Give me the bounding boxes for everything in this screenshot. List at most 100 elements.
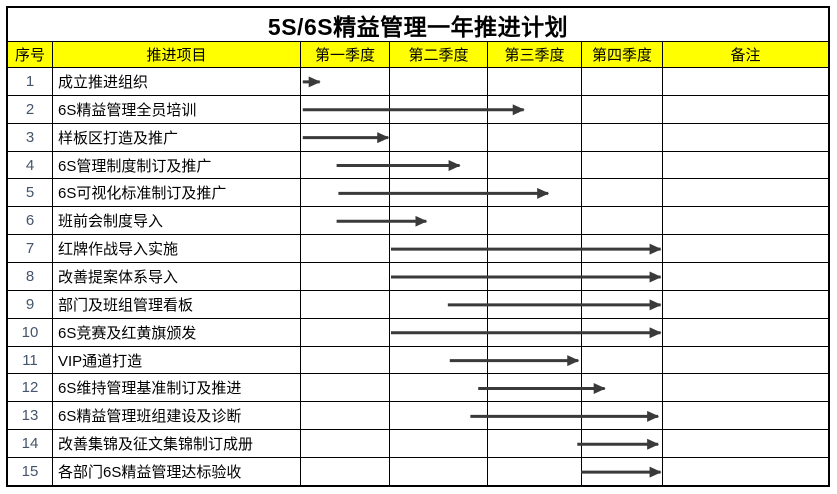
table-row: 11 VIP通道打造 bbox=[8, 346, 828, 375]
plan-table: 5S/6S精益管理一年推进计划 序号 推进项目 第一季度 第二季度 第三季度 第… bbox=[6, 6, 830, 487]
quarter-q4-cell bbox=[582, 374, 663, 402]
table-row: 15 各部门6S精益管理达标验收 bbox=[8, 458, 828, 485]
row-index-cell: 7 bbox=[8, 235, 53, 263]
quarter-q4-cell bbox=[582, 290, 663, 318]
project-cell: 红牌作战导入实施 bbox=[53, 235, 301, 263]
quarter-q1-cell bbox=[301, 68, 390, 95]
quarter-q2-cell bbox=[390, 430, 488, 458]
quarter-q2-cell bbox=[390, 235, 488, 263]
remark-cell bbox=[663, 96, 828, 123]
remark-cell bbox=[663, 347, 828, 374]
quarter-q1-cell bbox=[301, 430, 390, 458]
table-row: 14 改善集锦及征文集锦制订成册 bbox=[8, 430, 828, 459]
header-cell-project: 推进项目 bbox=[53, 42, 301, 67]
project-cell: 6S可视化标准制订及推广 bbox=[53, 179, 301, 207]
quarter-q3-cell bbox=[488, 402, 582, 430]
header-cell-q1: 第一季度 bbox=[301, 42, 390, 67]
remark-cell bbox=[663, 68, 828, 95]
table-body: 1 成立推进组织 2 6S精益管理全员培训 3 样板区打造及推广 4 6S管理制度制订及推广 5… bbox=[8, 68, 828, 485]
row-index-cell: 10 bbox=[8, 318, 53, 346]
row-index-cell: 11 bbox=[8, 346, 53, 374]
row-index-cell: 8 bbox=[8, 263, 53, 290]
quarter-q1-cell bbox=[301, 374, 390, 402]
quarter-q1-cell bbox=[301, 318, 390, 346]
quarter-q3-cell bbox=[488, 346, 582, 374]
remark-cell bbox=[663, 402, 828, 429]
table-title: 5S/6S精益管理一年推进计划 bbox=[8, 8, 828, 42]
quarter-q2-cell bbox=[390, 179, 488, 207]
quarter-q4-cell bbox=[582, 179, 663, 207]
project-cell: 部门及班组管理看板 bbox=[53, 290, 301, 318]
table-row: 1 成立推进组织 bbox=[8, 68, 828, 96]
quarter-q2-cell bbox=[390, 95, 488, 123]
quarter-q3-cell bbox=[488, 179, 582, 207]
quarter-q3-cell bbox=[488, 68, 582, 95]
quarter-q2-cell bbox=[390, 68, 488, 95]
quarter-q1-cell bbox=[301, 263, 390, 290]
project-cell: 6S管理制度制订及推广 bbox=[53, 151, 301, 179]
quarter-q4-cell bbox=[582, 318, 663, 346]
remark-cell bbox=[663, 458, 828, 485]
table-row: 2 6S精益管理全员培训 bbox=[8, 95, 828, 124]
quarter-q4-cell bbox=[582, 263, 663, 290]
row-index-cell: 15 bbox=[8, 458, 53, 485]
row-index-cell: 9 bbox=[8, 290, 53, 318]
quarter-q4-cell bbox=[582, 346, 663, 374]
header-cell-q4: 第四季度 bbox=[582, 42, 663, 67]
quarter-q4-cell bbox=[582, 68, 663, 95]
remark-cell bbox=[663, 263, 828, 290]
header-cell-remark: 备注 bbox=[730, 47, 761, 64]
table-row: 12 6S维持管理基准制订及推进 bbox=[8, 374, 828, 403]
quarter-q2-cell bbox=[390, 346, 488, 374]
project-cell: 6S精益管理班组建设及诊断 bbox=[53, 402, 301, 430]
project-cell: 成立推进组织 bbox=[53, 68, 301, 95]
quarter-q3-cell bbox=[488, 263, 582, 290]
quarter-q3-cell bbox=[488, 151, 582, 179]
table-row: 4 6S管理制度制订及推广 bbox=[8, 151, 828, 180]
quarter-q2-cell bbox=[390, 290, 488, 318]
quarter-q1-cell bbox=[301, 458, 390, 485]
remark-cell bbox=[663, 207, 828, 234]
header-cell-no: 序号 bbox=[8, 42, 53, 67]
quarter-q2-cell bbox=[390, 458, 488, 485]
table-row: 8 改善提案体系导入 bbox=[8, 263, 828, 291]
table-row: 10 6S竞赛及红黄旗颁发 bbox=[8, 318, 828, 347]
table-row: 9 部门及班组管理看板 bbox=[8, 290, 828, 319]
row-index-cell: 6 bbox=[8, 207, 53, 235]
quarter-q4-cell bbox=[582, 430, 663, 458]
quarter-q1-cell bbox=[301, 95, 390, 123]
quarter-q1-cell bbox=[301, 207, 390, 235]
row-index-cell: 3 bbox=[8, 123, 53, 151]
quarter-q4-cell bbox=[582, 402, 663, 430]
remark-cell bbox=[663, 319, 828, 346]
table-row: 13 6S精益管理班组建设及诊断 bbox=[8, 402, 828, 431]
quarter-q3-cell bbox=[488, 235, 582, 263]
quarter-q3-cell bbox=[488, 318, 582, 346]
project-cell: 改善集锦及征文集锦制订成册 bbox=[53, 430, 301, 458]
row-index-cell: 1 bbox=[8, 68, 53, 95]
quarter-q2-cell bbox=[390, 374, 488, 402]
project-cell: 样板区打造及推广 bbox=[53, 123, 301, 151]
quarter-q4-cell bbox=[582, 207, 663, 235]
remark-cell bbox=[663, 291, 828, 318]
remark-cell bbox=[663, 152, 828, 179]
quarter-q4-cell bbox=[582, 458, 663, 485]
quarter-q2-cell bbox=[390, 207, 488, 235]
project-cell: VIP通道打造 bbox=[53, 346, 301, 374]
quarter-q3-cell bbox=[488, 207, 582, 235]
project-cell: 6S维持管理基准制订及推进 bbox=[53, 374, 301, 402]
quarter-q1-cell bbox=[301, 151, 390, 179]
project-cell: 改善提案体系导入 bbox=[53, 263, 301, 290]
header-cell-q2: 第二季度 bbox=[390, 42, 488, 67]
table-row: 7 红牌作战导入实施 bbox=[8, 235, 828, 264]
header-cell-q3: 第三季度 bbox=[488, 42, 582, 67]
quarter-q2-cell bbox=[390, 151, 488, 179]
quarter-q3-cell bbox=[488, 430, 582, 458]
quarter-q1-cell bbox=[301, 346, 390, 374]
quarter-q2-cell bbox=[390, 318, 488, 346]
table-row: 5 6S可视化标准制订及推广 bbox=[8, 179, 828, 208]
quarter-q1-cell bbox=[301, 235, 390, 263]
quarter-q3-cell bbox=[488, 290, 582, 318]
quarter-q3-cell bbox=[488, 374, 582, 402]
project-cell: 6S竞赛及红黄旗颁发 bbox=[53, 318, 301, 346]
